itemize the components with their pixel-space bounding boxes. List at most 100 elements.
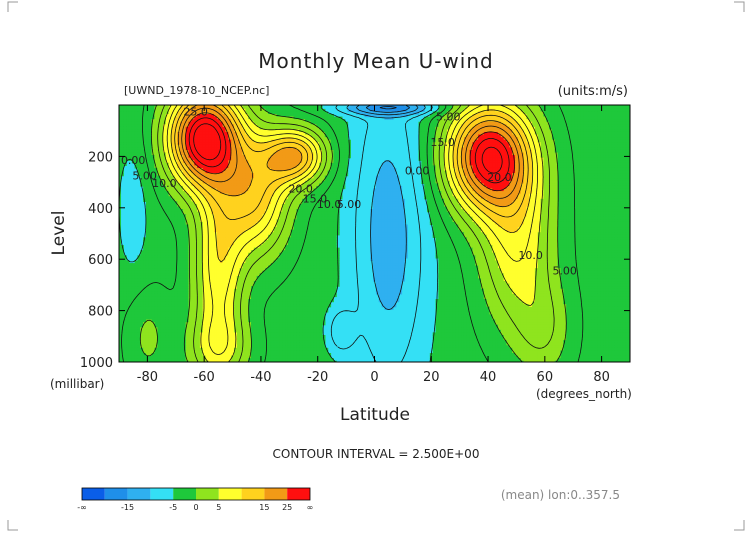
- field-cell: [540, 121, 545, 125]
- field-cell: [327, 137, 332, 141]
- field-cell: [168, 139, 173, 143]
- field-cell: [270, 116, 275, 120]
- field-cell: [446, 142, 451, 146]
- field-cell: [248, 121, 252, 125]
- field-cell: [119, 126, 122, 131]
- field-cell: [285, 126, 289, 131]
- field-cell: [302, 105, 306, 107]
- field-cell: [475, 126, 479, 131]
- field-cell: [225, 134, 229, 138]
- field-cell: [333, 121, 337, 125]
- field-cell: [316, 116, 320, 120]
- field-cell: [580, 134, 584, 138]
- field-cell: [415, 105, 420, 107]
- field-cell: [307, 131, 312, 136]
- field-cell: [287, 142, 292, 146]
- field-cell: [248, 108, 252, 113]
- field-cell: [483, 111, 488, 115]
- field-cell: [134, 124, 139, 128]
- field-cell: [182, 142, 187, 146]
- field-cell: [534, 142, 539, 146]
- field-cell: [444, 119, 448, 123]
- field-cell: [523, 105, 527, 107]
- field-cell: [387, 106, 391, 110]
- field-cell: [202, 126, 207, 131]
- field-cell: [126, 119, 130, 123]
- field-cell: [560, 134, 564, 138]
- field-cell: [214, 137, 218, 141]
- field-cell: [628, 129, 630, 133]
- field-cell: [304, 129, 309, 133]
- field-cell: [333, 137, 337, 141]
- field-cell: [512, 108, 516, 113]
- field-cell: [568, 105, 573, 107]
- field-cell: [197, 105, 201, 107]
- field-cell: [427, 137, 431, 141]
- field-cell: [600, 114, 604, 118]
- field-cell: [205, 108, 210, 113]
- field-cell: [472, 106, 476, 110]
- field-cell: [461, 106, 465, 110]
- field-cell: [398, 114, 403, 118]
- field-cell: [523, 119, 527, 123]
- field-cell: [310, 106, 315, 110]
- field-cell: [591, 105, 596, 107]
- field-cell: [242, 124, 246, 128]
- field-cell: [446, 106, 451, 110]
- field-cell: [452, 105, 457, 107]
- field-cell: [285, 114, 289, 118]
- field-cell: [515, 134, 519, 138]
- field-cell: [131, 134, 136, 138]
- field-cell: [588, 114, 593, 118]
- field-cell: [163, 108, 167, 113]
- field-cell: [486, 116, 491, 120]
- field-cell: [191, 111, 195, 115]
- field-cell: [358, 111, 363, 115]
- field-cell: [563, 139, 567, 143]
- field-cell: [466, 114, 471, 118]
- field-cell: [228, 116, 232, 120]
- field-cell: [327, 114, 332, 118]
- field-cell: [424, 126, 428, 131]
- field-cell: [489, 129, 493, 133]
- field-cell: [228, 121, 232, 125]
- field-cell: [154, 116, 158, 120]
- field-cell: [622, 134, 627, 138]
- field-cell: [424, 121, 428, 125]
- field-cell: [444, 111, 448, 115]
- field-cell: [310, 137, 315, 141]
- field-cell: [128, 119, 133, 123]
- field-cell: [134, 108, 139, 113]
- field-cell: [219, 144, 224, 149]
- field-cell: [268, 105, 272, 107]
- field-cell: [486, 126, 491, 131]
- field-cell: [614, 116, 618, 120]
- field-cell: [532, 116, 536, 120]
- field-cell: [119, 144, 122, 149]
- field-cell: [557, 124, 562, 128]
- field-cell: [603, 108, 607, 113]
- field-cell: [495, 106, 499, 110]
- field-cell: [520, 139, 525, 143]
- field-cell: [449, 139, 454, 143]
- field-cell: [333, 129, 337, 133]
- field-cell: [461, 124, 465, 128]
- field-cell: [239, 137, 244, 141]
- field-cell: [586, 137, 590, 141]
- field-cell: [608, 111, 613, 115]
- field-cell: [137, 114, 141, 118]
- field-cell: [282, 142, 286, 146]
- field-cell: [480, 106, 485, 110]
- field-cell: [202, 124, 207, 128]
- field-cell: [580, 105, 584, 107]
- field-cell: [478, 126, 482, 131]
- field-cell: [177, 139, 181, 143]
- field-cell: [588, 119, 593, 123]
- field-cell: [492, 106, 496, 110]
- field-cell: [620, 129, 624, 133]
- field-cell: [469, 111, 474, 115]
- field-cell: [492, 116, 496, 120]
- field-cell: [591, 124, 596, 128]
- field-cell: [276, 134, 280, 138]
- field-cell: [540, 134, 545, 138]
